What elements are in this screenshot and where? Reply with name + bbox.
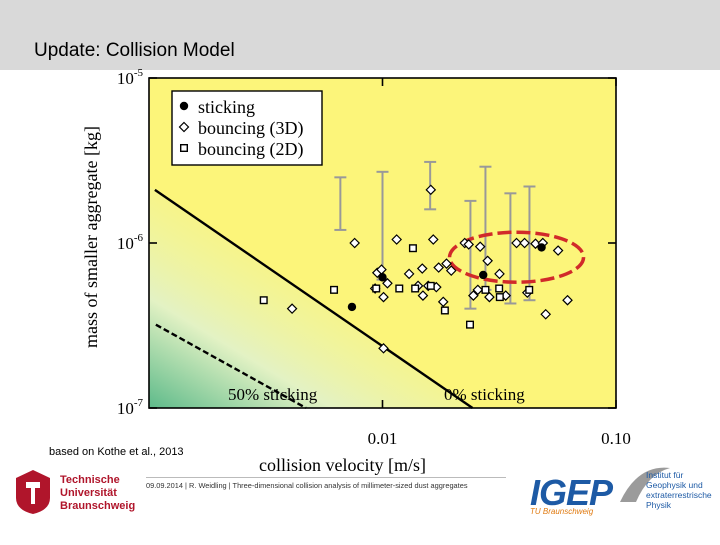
footer-text: 09.09.2014 | R. Weidling | Three-dimensi… bbox=[146, 481, 468, 490]
data-point bbox=[537, 243, 546, 252]
legend-label: bouncing (2D) bbox=[198, 139, 303, 160]
igep-logo: IGEP bbox=[530, 472, 613, 513]
institute-line-4: Physik bbox=[646, 500, 672, 510]
data-point bbox=[330, 285, 339, 294]
data-point bbox=[378, 342, 389, 354]
data-point bbox=[540, 308, 552, 320]
y-tick-label: 10-7 bbox=[117, 397, 144, 418]
data-point bbox=[347, 302, 357, 312]
data-point bbox=[425, 184, 437, 196]
legend-label: sticking bbox=[198, 97, 255, 117]
data-point bbox=[403, 268, 415, 280]
y-tick-label: 10-6 bbox=[117, 232, 144, 253]
data-point bbox=[474, 241, 486, 253]
data-point bbox=[472, 284, 484, 296]
igep-swoosh-icon bbox=[620, 467, 670, 502]
data-point bbox=[372, 284, 381, 293]
igep-subtitle: TU Braunschweig bbox=[530, 507, 594, 516]
data-point bbox=[382, 277, 393, 289]
data-point bbox=[437, 296, 449, 308]
data-point bbox=[286, 303, 298, 315]
data-point bbox=[440, 306, 449, 315]
data-point bbox=[562, 294, 573, 306]
data-point bbox=[349, 237, 361, 249]
legend-label: bouncing (3D) bbox=[198, 118, 303, 139]
data-point bbox=[495, 284, 504, 293]
threshold-label: 0% sticking bbox=[444, 385, 525, 404]
footer-divider bbox=[146, 477, 506, 478]
plot-layer: 10-7 10-6 10-5 0.01 0.10 collision velocity [… bbox=[81, 67, 631, 475]
threshold-line bbox=[154, 188, 474, 409]
x-axis-label: collision velocity [m/s] bbox=[259, 455, 426, 475]
highlight-ellipse bbox=[447, 230, 586, 284]
threshold-label: 50% sticking bbox=[228, 385, 318, 404]
data-point bbox=[416, 263, 428, 274]
tu-line-1: Technische bbox=[60, 474, 120, 486]
tu-line-3: Braunschweig bbox=[60, 500, 136, 512]
data-point bbox=[495, 293, 504, 302]
data-point bbox=[445, 265, 457, 276]
data-point bbox=[484, 291, 495, 303]
data-point bbox=[552, 245, 564, 256]
legend-marker bbox=[179, 143, 188, 152]
data-point bbox=[494, 268, 505, 280]
tu-name: Technische Universität Braunschweig bbox=[60, 474, 135, 513]
tu-line-2: Universität bbox=[60, 487, 117, 499]
slide-header bbox=[0, 0, 720, 70]
institute-line-3: extraterrestrische bbox=[646, 490, 712, 500]
data-point bbox=[441, 258, 452, 269]
slide-title: Update: Collision Model bbox=[34, 40, 235, 61]
data-point bbox=[408, 244, 417, 253]
threshold-line bbox=[155, 323, 307, 410]
data-point bbox=[466, 320, 475, 329]
institute-name: Institut für Geophysik und extraterrestr… bbox=[646, 470, 720, 510]
data-point bbox=[395, 284, 404, 293]
x-tick-label: 0.10 bbox=[601, 429, 631, 448]
y-tick-label: 10-5 bbox=[117, 67, 144, 88]
data-point bbox=[511, 237, 522, 249]
tu-lion-emblem-icon bbox=[16, 470, 50, 514]
data-point bbox=[259, 296, 268, 305]
data-point bbox=[463, 239, 475, 250]
data-point bbox=[519, 237, 530, 249]
data-point bbox=[426, 281, 435, 290]
legend-box bbox=[171, 90, 323, 166]
legend-marker bbox=[178, 121, 190, 133]
data-point bbox=[378, 273, 387, 282]
data-point bbox=[433, 262, 445, 273]
source-caption: based on Kothe et al., 2013 bbox=[49, 446, 184, 458]
institute-line-1: Institut für bbox=[646, 470, 684, 480]
institute-line-2: Geophysik und bbox=[646, 480, 703, 490]
legend-marker bbox=[179, 101, 189, 111]
data-point bbox=[417, 290, 429, 301]
data-point bbox=[482, 255, 493, 267]
data-point bbox=[468, 290, 479, 301]
data-point bbox=[525, 285, 534, 294]
data-point bbox=[481, 285, 490, 294]
x-tick-label: 0.01 bbox=[368, 429, 398, 448]
data-point bbox=[411, 284, 420, 293]
data-point bbox=[378, 291, 389, 303]
data-point bbox=[479, 270, 488, 280]
y-axis-label: mass of smaller aggregate [kg] bbox=[81, 126, 101, 348]
data-point bbox=[391, 234, 403, 245]
data-point bbox=[427, 234, 439, 245]
